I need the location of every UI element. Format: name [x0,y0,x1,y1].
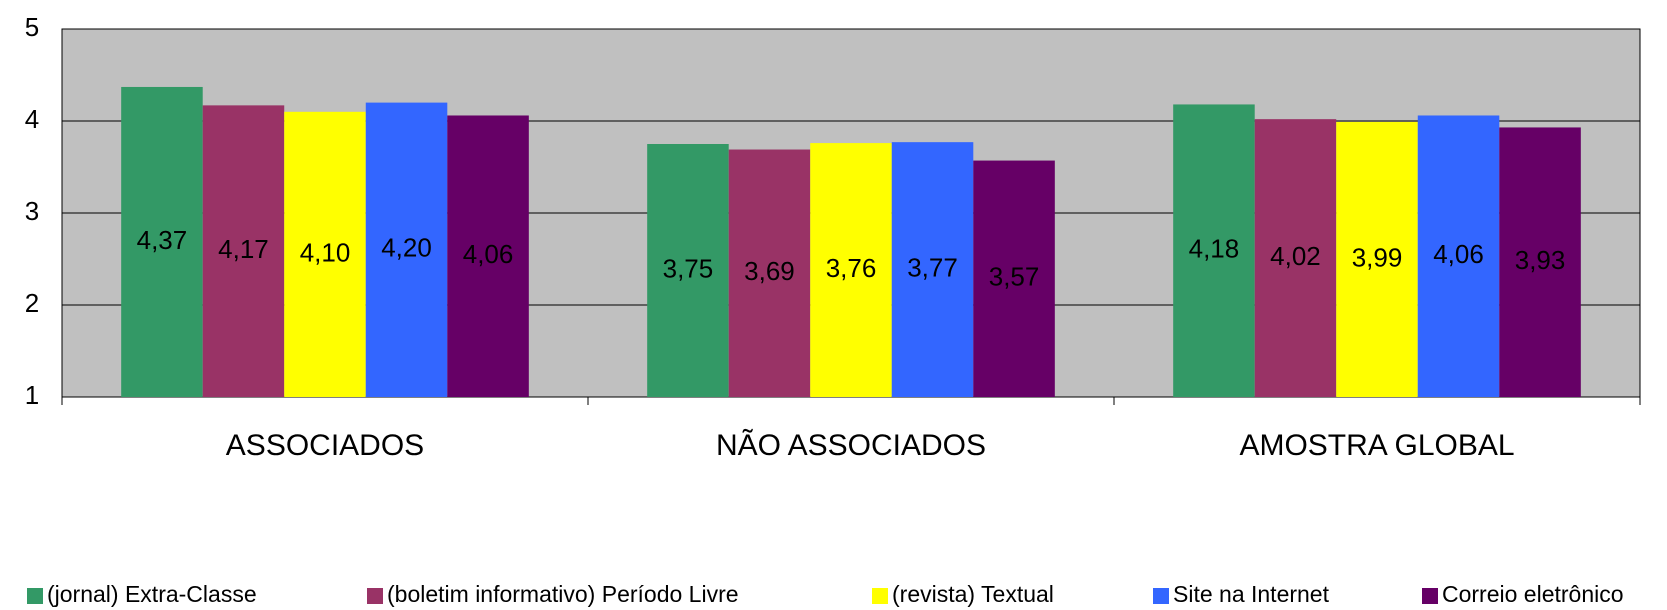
bar [973,160,1055,397]
bar [202,105,285,398]
value-label: 4,02 [1270,241,1321,271]
y-tick-label: 4 [25,104,39,134]
bar [447,115,529,397]
value-label: 3,75 [663,253,714,283]
legend-swatch [1422,588,1438,604]
value-label: 4,37 [137,225,188,255]
x-tick-label: AMOSTRA GLOBAL [1239,429,1514,462]
x-tick-label: NÃO ASSOCIADOS [716,428,986,462]
legend-label: (revista) Textual [892,581,1054,607]
y-tick-label: 1 [25,380,39,410]
value-label: 4,18 [1189,234,1240,264]
value-label: 3,93 [1515,245,1566,275]
legend-label: (boletim informativo) Período Livre [387,581,739,607]
value-label: 3,99 [1352,242,1403,272]
legend-swatch [367,588,383,604]
value-label: 3,76 [826,253,877,283]
value-label: 4,06 [1433,239,1484,269]
legend-label: Correio eletrônico [1442,581,1624,607]
bar [1417,115,1500,397]
y-tick-label: 2 [25,288,39,318]
x-tick-label: ASSOCIADOS [226,429,424,462]
bar [810,143,892,397]
value-label: 4,20 [381,233,432,263]
bar [284,111,366,398]
legend-swatch [27,588,43,604]
value-label: 3,69 [744,256,795,286]
bar [647,144,729,397]
value-label: 3,57 [989,262,1040,292]
y-tick-label: 5 [25,12,39,42]
value-label: 4,10 [300,237,351,267]
bar [728,149,811,397]
legend-label: (jornal) Extra-Classe [47,581,257,607]
bar [1254,119,1337,397]
bar [121,86,203,398]
bar [365,102,448,397]
legend-swatch [1153,588,1169,604]
legend-label: Site na Internet [1173,581,1330,607]
legend-swatch [872,588,888,604]
value-label: 4,06 [463,239,514,269]
bar [1499,127,1581,397]
y-tick-label: 3 [25,196,39,226]
bar [891,142,974,397]
bar [1336,121,1418,398]
bar [1173,104,1255,397]
value-label: 4,17 [218,234,269,264]
value-label: 3,77 [907,252,958,282]
